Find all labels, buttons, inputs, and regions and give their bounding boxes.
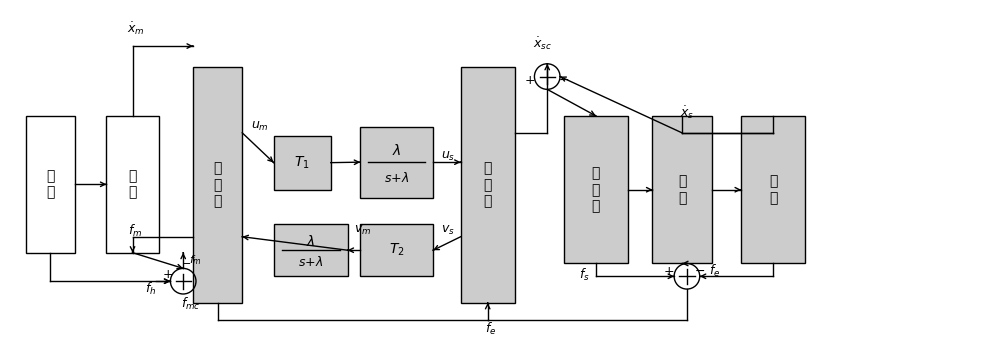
Text: $s\!+\!\lambda$: $s\!+\!\lambda$ [384, 171, 410, 185]
Text: $\dot{x}_{sc}$: $\dot{x}_{sc}$ [533, 36, 552, 52]
Text: $s\!+\!\lambda$: $s\!+\!\lambda$ [298, 255, 324, 269]
Text: +: + [524, 74, 535, 87]
Text: $\lambda$: $\lambda$ [306, 234, 315, 249]
Text: 人
手: 人 手 [46, 169, 55, 200]
Text: $u_s$: $u_s$ [441, 150, 455, 163]
Text: $f_m$: $f_m$ [128, 223, 143, 239]
Text: $f_m$: $f_m$ [189, 254, 201, 267]
Text: $v_m$: $v_m$ [354, 224, 371, 237]
Text: $T_2$: $T_2$ [389, 242, 405, 258]
Text: $v_s$: $v_s$ [441, 224, 455, 237]
Bar [652, 116, 712, 264]
Text: $f_{mc}$: $f_{mc}$ [181, 296, 201, 312]
Text: $\dot{x}_s$: $\dot{x}_s$ [680, 105, 694, 121]
Text: $f_h$: $f_h$ [145, 281, 156, 297]
Text: $f_e$: $f_e$ [709, 263, 720, 279]
Text: +: + [664, 265, 675, 278]
Text: $\dot{x}_m$: $\dot{x}_m$ [127, 20, 144, 37]
Bar [360, 224, 433, 276]
Bar [741, 116, 805, 264]
Text: 环
境: 环 境 [769, 175, 777, 205]
Text: $\lambda$: $\lambda$ [392, 143, 401, 158]
Text: −: − [694, 265, 705, 278]
Text: −: − [559, 74, 569, 87]
Text: 波
变
换: 波 变 换 [213, 162, 222, 208]
Text: $T_1$: $T_1$ [294, 154, 310, 171]
Bar [106, 116, 159, 253]
Bar [274, 224, 348, 276]
Text: 从
手: 从 手 [678, 175, 686, 205]
Bar [26, 116, 75, 253]
Text: 控
制
器: 控 制 器 [592, 166, 600, 213]
Text: $u_m$: $u_m$ [251, 120, 269, 133]
Bar [274, 136, 331, 190]
Bar [193, 67, 242, 303]
Text: −: − [181, 259, 191, 269]
Text: 波
变
换: 波 变 换 [484, 162, 492, 208]
Text: +: + [162, 268, 173, 281]
Text: $f_s$: $f_s$ [579, 267, 590, 283]
Bar [461, 67, 515, 303]
Bar [564, 116, 628, 264]
Text: 主
手: 主 手 [128, 169, 137, 200]
Bar [360, 127, 433, 197]
Text: $f_e$: $f_e$ [485, 321, 496, 337]
